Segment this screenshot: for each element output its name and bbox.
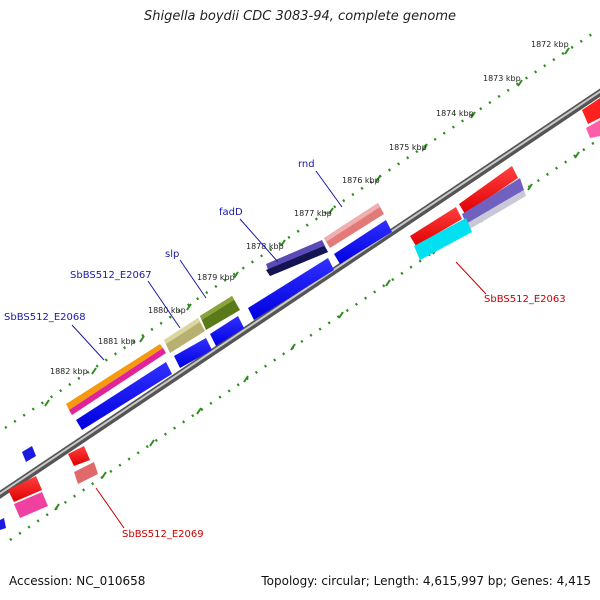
accession-label: Accession: NC_010658 xyxy=(9,574,146,588)
gene-blue-3[interactable] xyxy=(210,316,244,346)
tick-mark xyxy=(280,239,286,247)
tick-label-1876: 1876 kbp xyxy=(342,176,380,185)
ruler-major-ticks xyxy=(44,47,570,407)
tick-label-1879: 1879 kbp xyxy=(197,273,235,282)
tick-mark xyxy=(328,207,334,215)
lower-genes xyxy=(8,446,98,518)
gene-e2069[interactable] xyxy=(74,462,98,484)
gene-blue-small[interactable] xyxy=(22,446,36,462)
gene-e2067-shade xyxy=(164,318,200,344)
gene-label-fadD[interactable]: fadD xyxy=(219,207,243,218)
tick-mark xyxy=(338,311,344,319)
tick-label-1880: 1880 kbp xyxy=(148,306,186,315)
tick-mark xyxy=(91,367,97,375)
tick-mark xyxy=(527,183,533,191)
pointer-rnd xyxy=(315,170,343,208)
label-pointers xyxy=(71,170,487,529)
tick-mark xyxy=(564,47,570,55)
gene-blue-4[interactable] xyxy=(248,258,334,320)
gene-fadD-dark xyxy=(266,246,328,276)
pointer-fadD xyxy=(239,218,279,263)
tick-label-1882: 1882 kbp xyxy=(50,367,88,376)
tick-label-1877: 1877 kbp xyxy=(294,209,332,218)
gene-e2068-magenta[interactable] xyxy=(69,348,166,415)
gene-label-e2067[interactable]: SbBS512_E2067 xyxy=(70,270,152,281)
gene-blue-5[interactable] xyxy=(334,220,392,264)
tick-mark xyxy=(574,151,580,159)
pointer-e2063 xyxy=(455,261,487,295)
gene-label-slp[interactable]: slp xyxy=(165,249,179,260)
tick-mark xyxy=(44,399,50,407)
gene-blue-edge[interactable] xyxy=(0,518,6,530)
gene-red-small[interactable] xyxy=(68,446,90,466)
gene-label-group: rnd fadD slp SbBS512_E2067 SbBS512_E2068… xyxy=(4,159,566,540)
tick-mark xyxy=(243,375,249,383)
gene-red-b[interactable] xyxy=(459,166,518,214)
gene-label-e2069[interactable]: SbBS512_E2069 xyxy=(122,529,204,540)
pointer-e2068 xyxy=(71,324,105,361)
forward-genes xyxy=(66,98,600,415)
gene-purple-b[interactable] xyxy=(462,178,524,224)
tick-mark xyxy=(517,79,523,87)
tick-mark xyxy=(54,503,60,511)
tick-mark xyxy=(149,439,155,447)
tick-label-1881: 1881 kbp xyxy=(98,337,136,346)
gene-red-edge[interactable] xyxy=(582,98,600,124)
tick-mark xyxy=(196,407,202,415)
gene-slp[interactable] xyxy=(200,296,240,330)
pointer-e2067 xyxy=(147,280,181,329)
ruler-track xyxy=(4,28,599,542)
gene-blue-1[interactable] xyxy=(76,362,172,430)
gene-label-e2068[interactable]: SbBS512_E2068 xyxy=(4,312,86,323)
tick-mark xyxy=(139,335,145,343)
pointer-e2069 xyxy=(95,487,125,529)
tick-mark xyxy=(101,471,107,479)
gene-red-a[interactable] xyxy=(410,207,462,246)
genome-summary: Topology: circular; Length: 4,615,997 bp… xyxy=(261,574,591,588)
gene-red-left[interactable] xyxy=(8,476,42,502)
tick-mark xyxy=(422,143,428,151)
gene-cyan[interactable] xyxy=(414,218,472,260)
gene-e2068-orange[interactable] xyxy=(66,344,163,410)
tick-mark xyxy=(233,271,239,279)
ruler-outer-line xyxy=(4,28,599,430)
gene-pink-left[interactable] xyxy=(14,492,48,518)
tick-label-1874: 1874 kbp xyxy=(436,109,474,118)
gene-label-rnd[interactable]: rnd xyxy=(298,159,315,170)
gene-purple-b-fade xyxy=(466,190,526,230)
genome-backbone xyxy=(0,88,600,499)
map-title: Shigella boydii CDC 3083-94, complete ge… xyxy=(143,9,457,24)
tick-label-1873: 1873 kbp xyxy=(483,74,521,83)
tick-label-1875: 1875 kbp xyxy=(389,143,427,152)
gene-e2067[interactable] xyxy=(164,318,205,353)
tick-mark xyxy=(470,111,476,119)
tick-mark xyxy=(290,343,296,351)
tick-mark xyxy=(385,279,391,287)
gene-pink-edge[interactable] xyxy=(586,120,600,138)
tick-label-1872: 1872 kbp xyxy=(531,40,569,49)
gene-blue-2[interactable] xyxy=(174,338,212,368)
pointer-slp xyxy=(179,259,207,299)
backbone-highlight xyxy=(0,90,600,495)
gene-rnd-shade xyxy=(324,203,380,242)
tick-mark xyxy=(375,175,381,183)
gene-slp-shade xyxy=(200,296,234,320)
reverse-genes xyxy=(0,220,392,530)
gene-rnd[interactable] xyxy=(324,203,384,248)
gene-label-e2063[interactable]: SbBS512_E2063 xyxy=(484,294,566,305)
tick-mark xyxy=(186,303,192,311)
